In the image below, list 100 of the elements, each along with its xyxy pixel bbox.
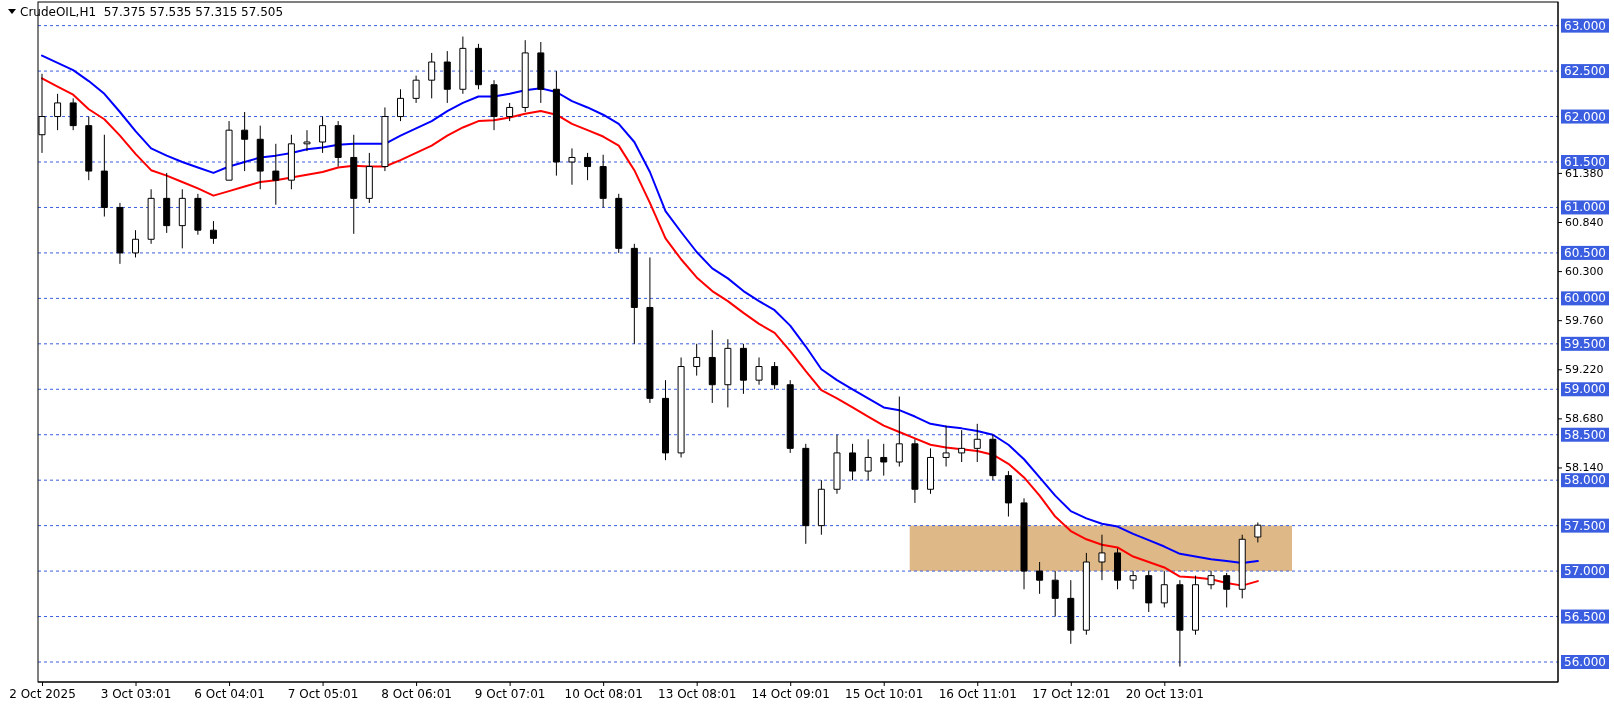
candlestick <box>833 434 841 495</box>
chart-title: CrudeOIL,H1 57.375 57.535 57.315 57.505 <box>20 5 284 19</box>
candlestick <box>599 154 607 208</box>
x-tick-label: 16 Oct 11:01 <box>938 686 1017 701</box>
candlestick <box>319 116 327 154</box>
candlestick <box>677 356 685 458</box>
candlestick <box>178 188 186 249</box>
candlestick <box>54 93 62 131</box>
candlestick <box>287 134 295 190</box>
ref-line-label: 63.000 <box>1564 18 1606 33</box>
ref-line-label: 57.500 <box>1564 518 1606 533</box>
candlestick <box>1082 552 1090 636</box>
ref-line-label: 56.500 <box>1564 609 1606 624</box>
candlestick <box>1160 570 1168 608</box>
candlestick <box>708 329 716 404</box>
candlestick <box>132 229 140 258</box>
ref-line-label: 60.000 <box>1564 291 1606 306</box>
candlestick <box>989 434 997 481</box>
candlestick <box>1036 561 1044 595</box>
candlestick <box>880 443 888 477</box>
candlestick <box>474 43 482 90</box>
x-tick-label: 17 Oct 12:01 <box>1032 686 1111 701</box>
candlestick <box>1051 570 1059 618</box>
candlestick <box>256 125 264 190</box>
candlestick <box>365 152 373 204</box>
ref-line-label: 58.500 <box>1564 427 1606 442</box>
candlestick <box>1129 570 1137 590</box>
candlestick <box>350 134 358 235</box>
candlestick <box>973 423 981 463</box>
candlestick <box>412 75 420 104</box>
candlestick <box>584 152 592 181</box>
candlestick <box>630 243 638 345</box>
x-tick-label: 10 Oct 08:01 <box>564 686 643 701</box>
y-tick-label: 59.760 <box>1565 314 1604 328</box>
candlestick <box>116 202 124 265</box>
candlestick <box>303 129 311 152</box>
x-tick-label: 14 Oct 09:01 <box>751 686 830 701</box>
y-tick-label: 59.220 <box>1565 363 1604 377</box>
x-tick-label: 3 Oct 03:01 <box>100 686 172 701</box>
candlestick <box>693 343 701 377</box>
candlestick <box>895 396 903 468</box>
candlestick <box>817 479 825 536</box>
candlestick <box>864 438 872 481</box>
x-tick-label: 8 Oct 06:01 <box>381 686 452 701</box>
candlestick <box>521 39 529 113</box>
candlestick <box>1223 572 1231 608</box>
candlestick <box>1254 521 1262 543</box>
candlestick <box>85 116 93 181</box>
y-tick-label: 61.380 <box>1565 166 1604 180</box>
candlestick <box>506 102 514 122</box>
candlestick <box>147 188 155 245</box>
y-tick-label: 60.300 <box>1565 265 1604 279</box>
candlestick <box>397 88 405 122</box>
candlestick <box>802 443 810 545</box>
x-tick-label: 9 Oct 07:01 <box>474 686 546 701</box>
candlestick <box>100 134 108 218</box>
candlestick <box>225 120 233 181</box>
y-tick-label: 60.840 <box>1565 216 1604 230</box>
candlestick <box>1145 570 1153 613</box>
candlestick <box>646 256 654 404</box>
candlestick <box>69 97 77 131</box>
ref-line-label: 58.000 <box>1564 473 1606 488</box>
ref-line-label: 59.000 <box>1564 382 1606 397</box>
candlestick <box>490 79 498 131</box>
ref-line-label: 61.500 <box>1564 155 1606 169</box>
candlestick <box>1067 579 1075 645</box>
candlestick <box>615 193 623 254</box>
candlestick <box>209 220 217 245</box>
x-tick-label: 13 Oct 08:01 <box>658 686 737 701</box>
ref-line-label: 56.000 <box>1564 655 1606 669</box>
candlestick <box>459 36 467 95</box>
candlestick <box>552 70 560 177</box>
candlestick <box>739 343 747 395</box>
candlestick <box>786 379 794 454</box>
candlestick <box>755 356 763 386</box>
ref-line-label: 61.000 <box>1564 200 1606 215</box>
candlestick <box>1114 547 1122 590</box>
candlestick <box>771 361 779 390</box>
candlestick <box>1191 575 1199 636</box>
candlestick <box>334 120 342 168</box>
candlestick <box>443 50 451 104</box>
ref-line-label: 57.000 <box>1564 564 1606 579</box>
candlestick <box>568 147 576 186</box>
candlestick <box>1004 470 1012 518</box>
ref-line-label: 62.500 <box>1564 64 1606 79</box>
candlestick <box>1098 534 1106 581</box>
candlestick <box>163 172 171 234</box>
x-tick-label: 20 Oct 13:01 <box>1125 686 1204 701</box>
candlestick <box>942 425 950 468</box>
x-tick-label: 15 Oct 10:01 <box>845 686 924 701</box>
x-tick-label: 2 Oct 2025 <box>9 686 76 701</box>
x-tick-label: 7 Oct 05:01 <box>287 686 359 701</box>
candlestick <box>1238 534 1246 599</box>
candlestick <box>428 52 436 99</box>
ref-line-label: 60.500 <box>1564 245 1606 260</box>
candlestick <box>1207 570 1215 590</box>
candlestick <box>381 106 389 172</box>
candlestick <box>911 438 919 504</box>
candlestick <box>194 193 202 236</box>
candlestick <box>958 429 966 463</box>
